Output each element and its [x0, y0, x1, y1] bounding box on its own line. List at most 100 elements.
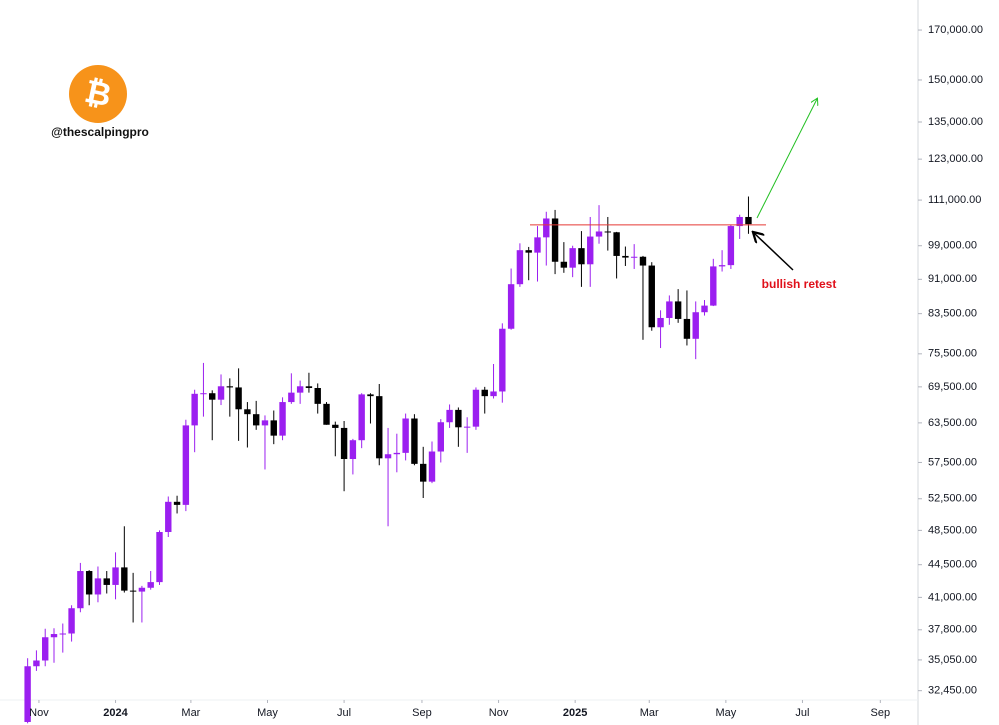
pointer-arrow: [754, 233, 794, 271]
candle-body: [463, 426, 471, 428]
x-tick-label: Sep: [412, 707, 432, 719]
y-tick-label: 91,000.00: [928, 273, 977, 285]
y-tick-label: 35,050.00: [928, 654, 977, 666]
candle-body: [710, 266, 717, 306]
y-tick-label: 150,000.00: [928, 74, 983, 86]
candle-body: [103, 578, 110, 585]
candle-body: [490, 391, 497, 397]
candle-body: [138, 587, 146, 592]
y-tick-label: 75,500.00: [928, 348, 977, 360]
candle-body: [516, 250, 524, 285]
x-tick-label: Nov: [489, 707, 509, 719]
annotation: bullish retest: [762, 277, 837, 291]
candle-body: [683, 318, 691, 339]
candle-body: [402, 418, 409, 453]
candle-body: [745, 216, 752, 225]
candle-body: [129, 590, 137, 592]
candle-body: [209, 393, 216, 400]
candle-body: [569, 248, 576, 268]
x-tick-label: 2025: [563, 707, 587, 719]
y-tick-label: 63,500.00: [928, 417, 977, 429]
candle-body: [525, 250, 532, 253]
candle-body: [595, 231, 603, 237]
y-tick-label: 32,450.00: [928, 685, 977, 697]
y-tick-label: 99,000.00: [928, 240, 977, 252]
target-arrow: [756, 99, 817, 219]
candle-body: [288, 392, 295, 403]
y-tick-label: 41,000.00: [928, 591, 977, 603]
x-tick-label: Mar: [181, 707, 200, 719]
candle-body: [437, 422, 444, 452]
candle-body: [77, 571, 84, 609]
candle-body: [270, 420, 277, 436]
candle-body: [543, 218, 550, 238]
candle-body: [349, 440, 357, 460]
candle-body: [587, 236, 594, 265]
x-tick-label: May: [257, 707, 278, 719]
candle-body: [156, 532, 163, 583]
x-tick-label: Jul: [795, 707, 809, 719]
candle-body: [428, 451, 436, 482]
candle-body: [560, 261, 568, 268]
candle-body: [85, 571, 93, 595]
candle-body: [121, 567, 128, 591]
plot: [24, 196, 752, 724]
x-tick-label: Jul: [337, 707, 351, 719]
candle-body: [147, 582, 154, 588]
candle-body: [727, 226, 735, 266]
candle-body: [296, 386, 304, 393]
x-tick-label: Nov: [29, 707, 49, 719]
candle-body: [692, 312, 699, 339]
candle-body: [112, 567, 119, 585]
candle-body: [736, 216, 743, 227]
candle-body: [534, 237, 541, 253]
y-tick-label: 37,800.00: [928, 624, 977, 636]
x-tick-label: Mar: [640, 707, 659, 719]
candle-body: [314, 388, 321, 404]
candle-body: [393, 452, 401, 455]
candle-body: [340, 427, 348, 460]
x-tick-label: 2024: [103, 707, 128, 719]
candle-body: [666, 301, 673, 318]
candle-body: [42, 637, 49, 661]
candle-body: [305, 386, 313, 389]
candle-body: [217, 386, 225, 400]
y-tick-label: 170,000.00: [928, 24, 983, 36]
candle-body: [182, 425, 190, 505]
candle-body: [657, 317, 664, 328]
candle-body: [446, 409, 453, 423]
watermark-handle: @thescalpingpro: [51, 125, 149, 139]
candle-body: [472, 389, 480, 427]
y-tick-label: 83,500.00: [928, 308, 977, 320]
y-tick-label: 135,000.00: [928, 116, 983, 128]
candle-body: [165, 501, 172, 533]
candle-body: [332, 424, 339, 428]
candle-body: [674, 301, 682, 319]
candle-body: [639, 256, 647, 266]
candle-body: [261, 420, 269, 426]
candle-body: [252, 414, 260, 426]
candle-body: [358, 394, 365, 441]
candle-body: [604, 231, 612, 233]
y-tick-label: 44,500.00: [928, 559, 977, 571]
y-tick-label: 48,500.00: [928, 524, 977, 536]
candle-body: [420, 463, 427, 482]
candle-body: [613, 232, 620, 256]
y-tick-label: 123,000.00: [928, 153, 983, 165]
candle-body: [648, 265, 655, 328]
candle-body: [50, 634, 58, 638]
candle-body: [718, 265, 726, 267]
candle-body: [622, 255, 629, 258]
y-tick-label: 69,500.00: [928, 381, 977, 393]
candle-body: [367, 394, 374, 397]
candle-body: [481, 389, 488, 397]
x-tick-label: Sep: [871, 707, 891, 719]
candle-body: [376, 396, 383, 459]
candle-body: [384, 454, 392, 459]
candle-body: [226, 386, 234, 388]
candle-body: [630, 256, 638, 258]
candle-body: [701, 305, 708, 313]
candle-body: [551, 218, 559, 262]
candle-body: [68, 608, 75, 634]
